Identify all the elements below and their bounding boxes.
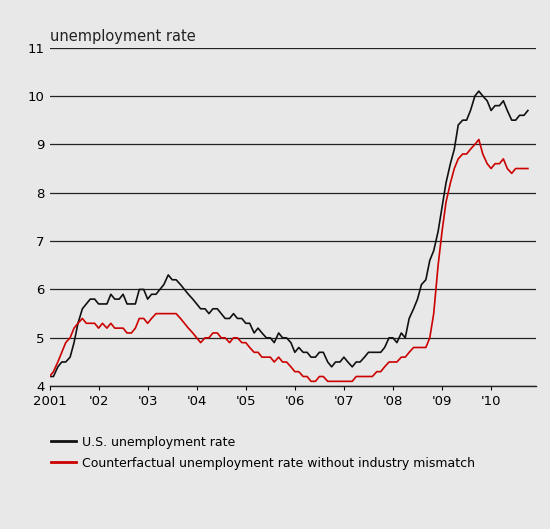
Legend: U.S. unemployment rate, Counterfactual unemployment rate without industry mismat: U.S. unemployment rate, Counterfactual u…: [51, 436, 475, 470]
Text: unemployment rate: unemployment rate: [50, 29, 195, 44]
